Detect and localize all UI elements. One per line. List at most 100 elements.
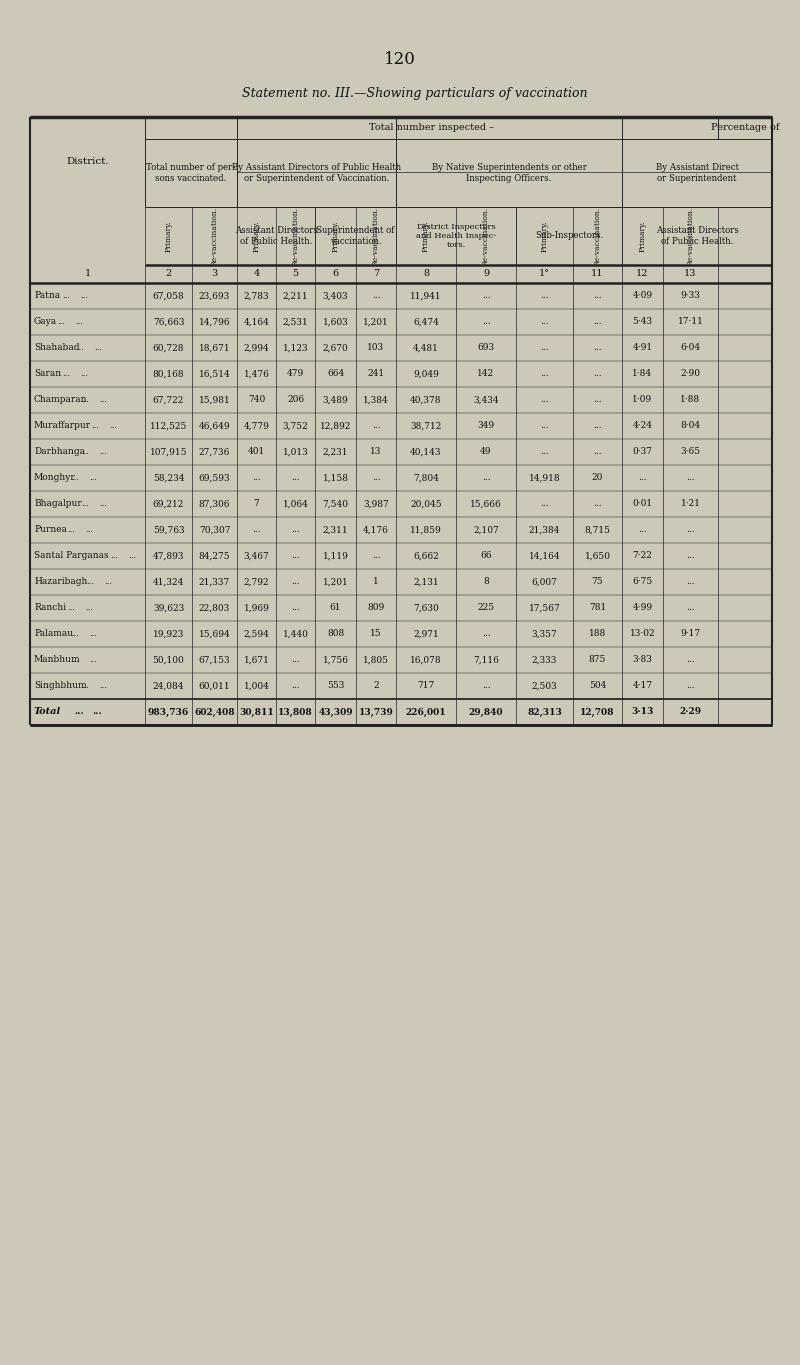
Text: Total number of per-
sons vaccinated.: Total number of per- sons vaccinated. (146, 164, 236, 183)
Text: 1,123: 1,123 (282, 344, 308, 352)
Text: ...: ... (686, 474, 695, 482)
Text: ...: ... (99, 396, 107, 404)
Text: ...: ... (72, 474, 79, 482)
Text: 740: 740 (248, 396, 265, 404)
Text: 11: 11 (591, 269, 604, 278)
Text: 2,531: 2,531 (282, 318, 308, 326)
Text: ...: ... (94, 344, 102, 352)
Text: ...: ... (593, 292, 602, 300)
Text: 2,131: 2,131 (413, 577, 439, 587)
Text: 4·99: 4·99 (633, 603, 653, 613)
Text: 11,941: 11,941 (410, 292, 442, 300)
Text: 6: 6 (333, 269, 338, 278)
Text: ...: ... (90, 657, 98, 663)
Text: 13,808: 13,808 (278, 707, 313, 717)
Text: 2,594: 2,594 (243, 629, 270, 639)
Text: 12,708: 12,708 (580, 707, 614, 717)
Text: Shahabad: Shahabad (34, 344, 79, 352)
Text: 112,525: 112,525 (150, 422, 187, 430)
Text: 20,045: 20,045 (410, 500, 442, 509)
Text: ...: ... (372, 422, 380, 430)
Text: 6·75: 6·75 (632, 577, 653, 587)
Text: 8,715: 8,715 (585, 526, 610, 535)
Text: ...: ... (540, 448, 549, 456)
Text: 1·09: 1·09 (633, 396, 653, 404)
Text: 4,176: 4,176 (363, 526, 389, 535)
Text: 67,722: 67,722 (153, 396, 184, 404)
Text: ...: ... (72, 631, 79, 637)
Text: 6,474: 6,474 (413, 318, 439, 326)
Text: 13·02: 13·02 (630, 629, 655, 639)
Text: 3,357: 3,357 (532, 629, 558, 639)
Text: ...: ... (291, 551, 300, 561)
Text: 3,987: 3,987 (363, 500, 389, 509)
Text: 69,593: 69,593 (198, 474, 230, 482)
Text: 61: 61 (330, 603, 342, 613)
Text: 504: 504 (589, 681, 606, 691)
Text: 120: 120 (384, 52, 416, 68)
Text: 2,783: 2,783 (244, 292, 270, 300)
Text: 87,306: 87,306 (198, 500, 230, 509)
Text: ...: ... (482, 474, 490, 482)
Text: 11,859: 11,859 (410, 526, 442, 535)
Text: 809: 809 (367, 603, 385, 613)
Text: ...: ... (252, 526, 261, 535)
Text: 14,164: 14,164 (529, 551, 560, 561)
Text: 46,649: 46,649 (198, 422, 230, 430)
Text: 4,481: 4,481 (413, 344, 439, 352)
Text: 2,311: 2,311 (322, 526, 348, 535)
Text: 29,840: 29,840 (469, 707, 503, 717)
Text: 602,408: 602,408 (194, 707, 235, 717)
Text: 1,969: 1,969 (243, 603, 270, 613)
Text: 1,440: 1,440 (282, 629, 309, 639)
Text: 9·17: 9·17 (681, 629, 701, 639)
Text: Superintendent of
vaccination.: Superintendent of vaccination. (316, 227, 394, 246)
Text: 17·11: 17·11 (678, 318, 703, 326)
Text: 1,013: 1,013 (282, 448, 308, 456)
Text: 43,309: 43,309 (318, 707, 353, 717)
Text: ...: ... (686, 655, 695, 665)
Text: 66: 66 (480, 551, 492, 561)
Text: Gaya: Gaya (34, 318, 57, 326)
Text: 3: 3 (211, 269, 218, 278)
Text: 1°: 1° (539, 269, 550, 278)
Text: Primary.: Primary. (541, 220, 549, 253)
Text: 7,804: 7,804 (413, 474, 439, 482)
Text: ...: ... (372, 551, 380, 561)
Text: ...: ... (291, 603, 300, 613)
Text: 3,403: 3,403 (322, 292, 348, 300)
Text: 553: 553 (327, 681, 344, 691)
Text: 3,489: 3,489 (322, 396, 348, 404)
Text: ...: ... (291, 681, 300, 691)
Text: 15,981: 15,981 (198, 396, 230, 404)
Text: 0·01: 0·01 (633, 500, 653, 509)
Text: 875: 875 (589, 655, 606, 665)
Text: Re-vaccination.: Re-vaccination. (210, 206, 218, 266)
Text: ...: ... (593, 370, 602, 378)
Text: By Native Superintendents or other
Inspecting Officers.: By Native Superintendents or other Inspe… (431, 164, 586, 183)
Text: ...: ... (128, 551, 136, 560)
Text: ...: ... (110, 551, 118, 560)
Text: 8: 8 (423, 269, 429, 278)
Text: ...: ... (67, 526, 74, 534)
Text: 5: 5 (293, 269, 298, 278)
Text: 60,011: 60,011 (198, 681, 230, 691)
Text: 188: 188 (589, 629, 606, 639)
Text: 1,650: 1,650 (585, 551, 610, 561)
Text: 1,476: 1,476 (243, 370, 270, 378)
Text: 4,164: 4,164 (243, 318, 270, 326)
Text: 2,107: 2,107 (473, 526, 499, 535)
Text: ...: ... (593, 344, 602, 352)
Text: Re-vaccination.: Re-vaccination. (482, 206, 490, 266)
Text: 1,805: 1,805 (363, 655, 389, 665)
Text: 67,058: 67,058 (153, 292, 184, 300)
Text: 664: 664 (327, 370, 344, 378)
Text: 1,384: 1,384 (363, 396, 389, 404)
Text: ...: ... (593, 448, 602, 456)
Text: Primary.: Primary. (331, 220, 339, 253)
Text: District Inspectors
and Health Inspec-
tors.: District Inspectors and Health Inspec- t… (416, 222, 496, 250)
Text: 2·29: 2·29 (679, 707, 702, 717)
Text: 1: 1 (373, 577, 379, 587)
Text: Re-vaccination.: Re-vaccination. (594, 206, 602, 266)
Text: 6,007: 6,007 (531, 577, 558, 587)
